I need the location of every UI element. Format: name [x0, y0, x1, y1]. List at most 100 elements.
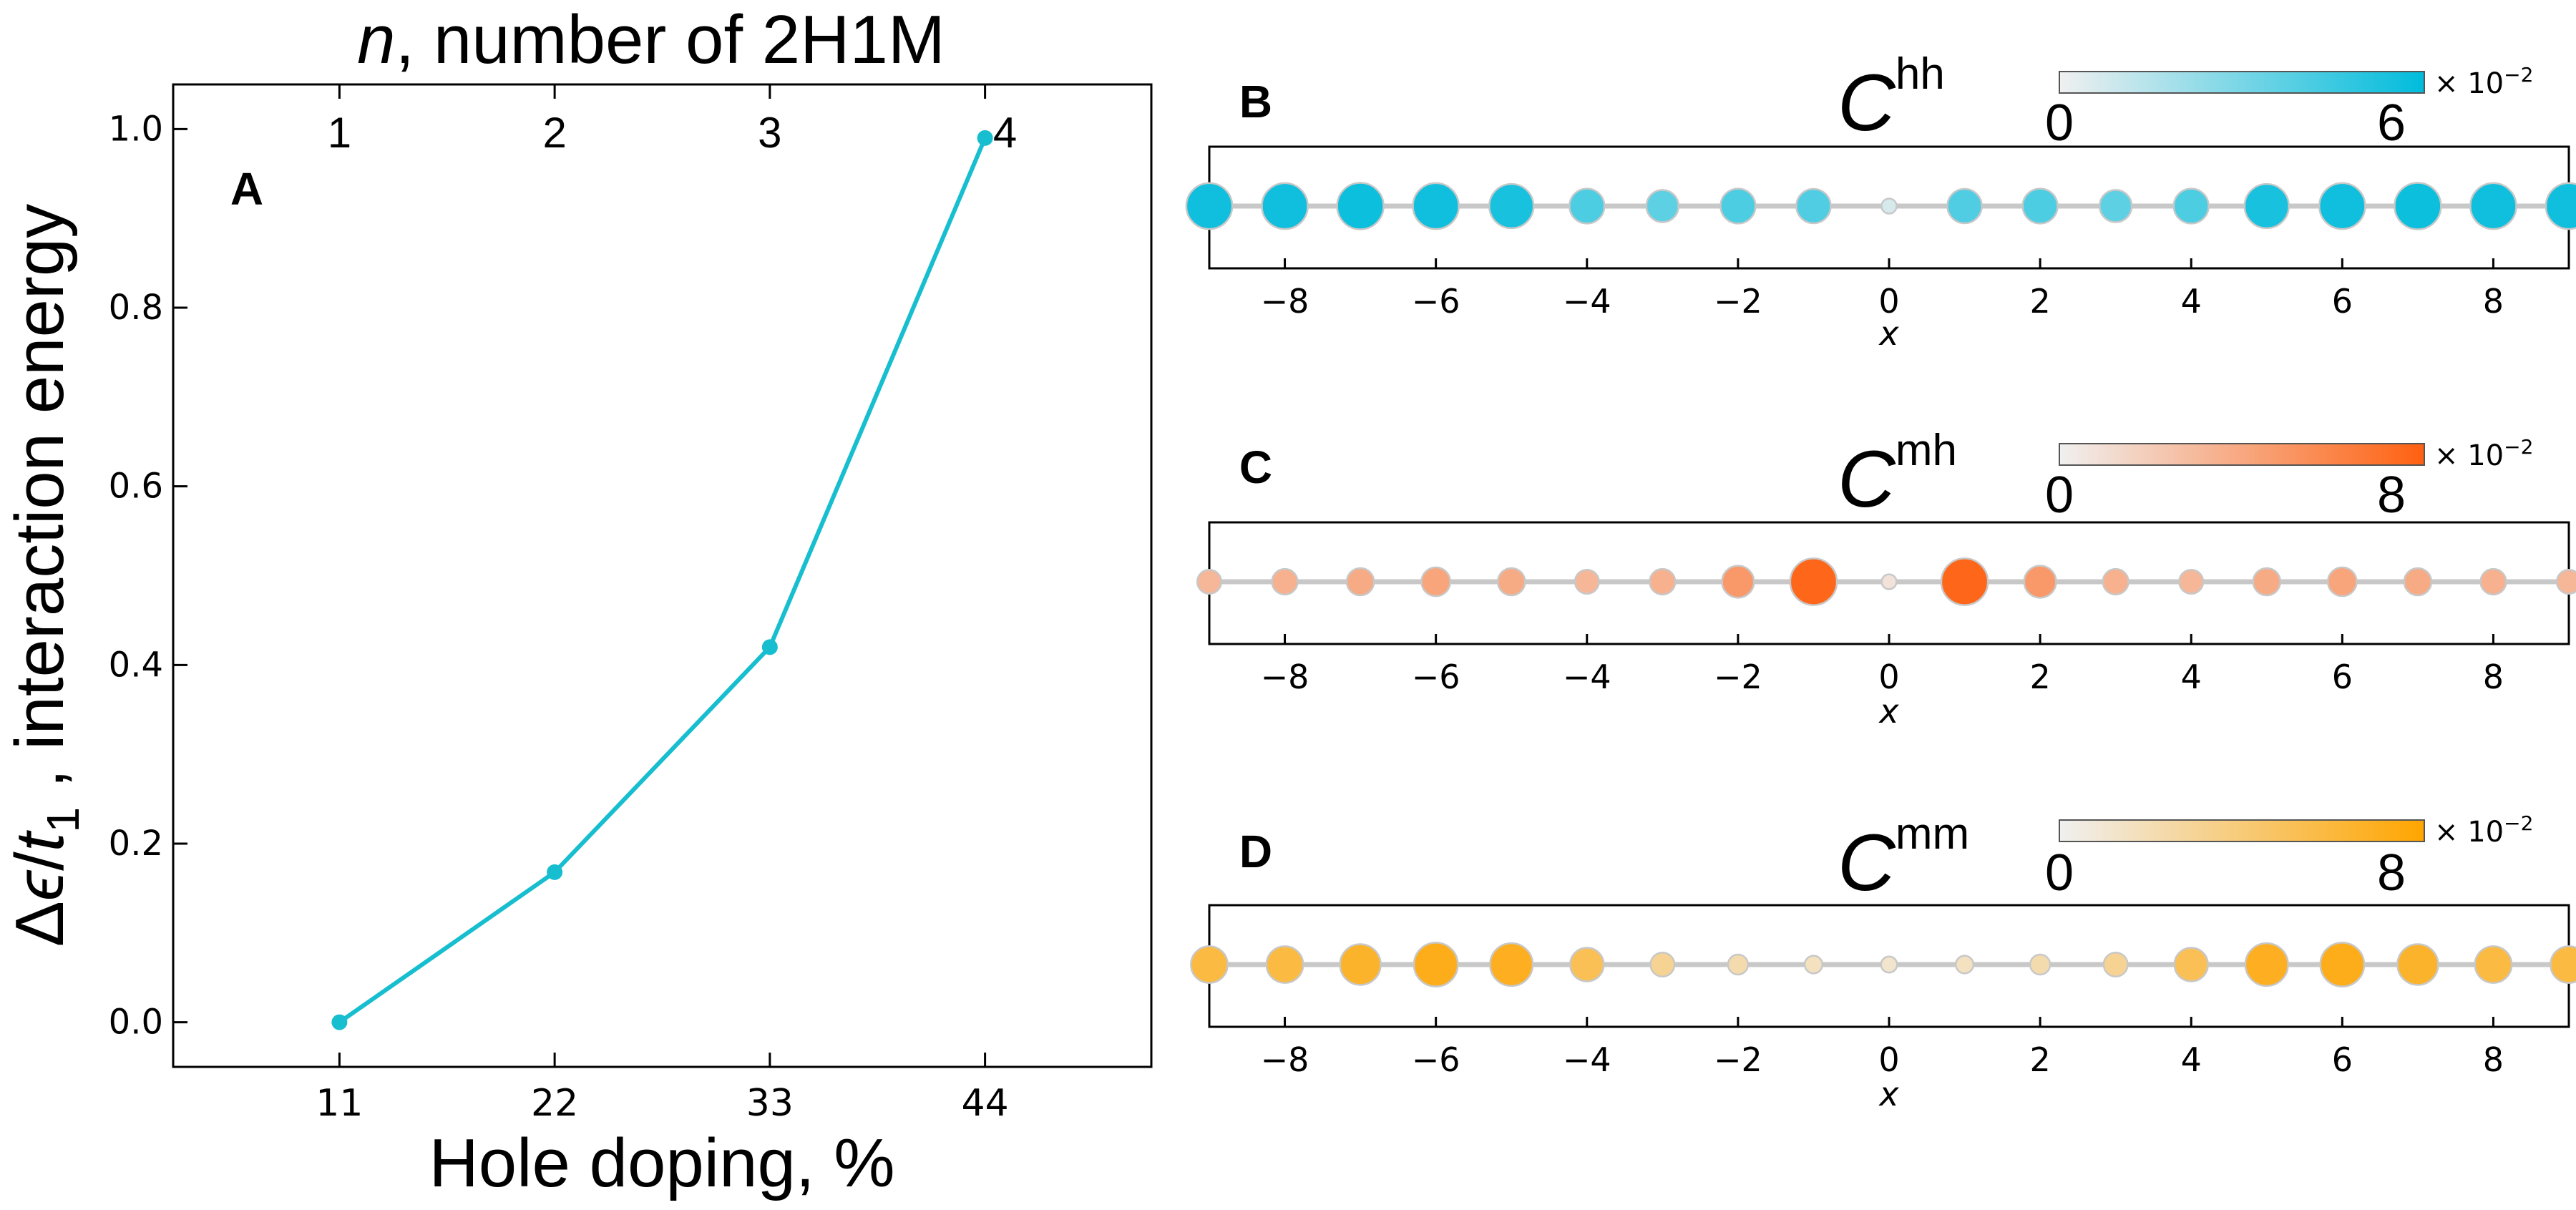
x-tick-label: 6: [2332, 1040, 2353, 1079]
site-point: [2102, 567, 2129, 596]
site-point: [1727, 953, 1750, 976]
panel-b-title-main: C: [1838, 58, 1896, 147]
y-tick-label: 1.0: [109, 109, 163, 149]
x-tick-label: 8: [2483, 282, 2504, 321]
site-point: [1261, 182, 1309, 230]
y-tick-label: 0.4: [109, 645, 163, 685]
site-point: [1345, 567, 1375, 597]
panel-c: C Cmh 0 8 × 10−2 −8 −6 −4 −2 0 2 4 6 8 x: [1196, 426, 2576, 731]
colorbar-c-min: 0: [2045, 467, 2074, 524]
site-point: [1568, 187, 1606, 225]
x-axis-label-c: x: [1878, 692, 1899, 731]
x-tick-labels-b: −8 −6 −4 −2 0 2 4 6 8: [1261, 282, 2504, 321]
site-point: [2396, 943, 2439, 986]
panel-b: B Chh 0 6 × 10−2 −8 −6 −4 −2 0 2 4 6 8 x: [1185, 49, 2576, 353]
x-tick-label: −2: [1714, 1040, 1762, 1079]
x-tick-label: −8: [1261, 658, 1309, 696]
x-tick-label: 2: [2029, 282, 2050, 321]
site-point: [1649, 567, 1677, 596]
colorbar-c-max: 8: [2377, 467, 2406, 524]
x-tick-label: 33: [746, 1082, 794, 1125]
panel-c-title-main: C: [1838, 434, 1896, 524]
site-point: [2469, 182, 2517, 230]
site-point: [1721, 565, 1755, 599]
site-point: [2021, 187, 2059, 225]
x-tick-label: −4: [1563, 1040, 1611, 1079]
site-point: [2403, 567, 2433, 597]
site-point: [1336, 182, 1385, 230]
y-label-epsilon: ϵ: [1, 869, 78, 901]
colorbar-c-exp-base: × 10: [2434, 439, 2504, 472]
x-ticks-b: [1284, 258, 2494, 268]
x-tick-label: −4: [1563, 282, 1611, 321]
colorbar-d-exp-sup: −2: [2504, 811, 2533, 835]
panel-b-title: Chh: [1838, 49, 1945, 147]
site-point: [1196, 568, 1223, 595]
data-point: [331, 1014, 348, 1030]
site-point: [2243, 182, 2290, 230]
site-point: [1649, 951, 1676, 978]
site-point: [1190, 945, 1229, 984]
x-tick-label: 22: [531, 1082, 578, 1125]
x-tick-label: 0: [1878, 658, 1899, 696]
site-point: [2178, 568, 2205, 595]
x-tick-label: 0: [1878, 1040, 1899, 1079]
y-ticks: [173, 127, 187, 1024]
x-tick-label: 4: [2181, 658, 2202, 696]
site-point: [1954, 955, 1975, 975]
y-label-rest: , interaction energy: [1, 204, 78, 807]
colorbar-b-max: 6: [2377, 94, 2406, 152]
colorbar-c: [2059, 443, 2425, 466]
site-point: [1488, 182, 1535, 230]
top-axis-title-variable: n: [357, 1, 395, 78]
panel-c-title-sup: mh: [1896, 426, 1957, 475]
site-point: [1789, 557, 1838, 606]
colorbar-c-exponent: × 10−2: [2434, 435, 2533, 472]
top-tick-labels: 1 2 3 4: [328, 109, 1018, 157]
data-point: [761, 639, 778, 655]
x-tick-label: −6: [1412, 282, 1460, 321]
site-point: [1880, 955, 1898, 974]
site-points-b: [1185, 182, 2576, 230]
site-point: [2318, 182, 2366, 230]
site-point: [2394, 182, 2442, 230]
panel-d-title-main: C: [1838, 818, 1896, 907]
y-tick-labels: 0.0 0.2 0.4 0.6 0.8 1.0: [109, 109, 163, 1042]
x-tick-labels-d: −8 −6 −4 −2 0 2 4 6 8: [1261, 1040, 2504, 1079]
site-point: [1496, 567, 1526, 597]
y-tick-label: 0.8: [109, 288, 163, 328]
top-tick-label: 2: [542, 109, 566, 157]
colorbar-d: [2059, 819, 2425, 842]
site-point: [1413, 942, 1459, 987]
site-point: [2555, 568, 2576, 595]
panel-a-frame: [172, 83, 1153, 1068]
panel-d-title: Cmm: [1838, 809, 1969, 907]
x-tick-labels: 11 22 33 44: [316, 1082, 1008, 1125]
colorbar-b-exponent: × 10−2: [2434, 63, 2533, 100]
x-tick-label: −8: [1261, 1040, 1309, 1079]
site-point: [2029, 953, 2051, 976]
site-point: [1569, 947, 1605, 982]
panel-d: D Cmm 0 8 × 10−2 −8 −6 −4 −2 0 2 4 6 8 x: [1190, 809, 2576, 1113]
panel-d-letter: D: [1239, 826, 1272, 877]
site-point: [2252, 567, 2282, 597]
x-tick-label: 2: [2029, 1040, 2050, 1079]
colorbar-d-exp-base: × 10: [2434, 816, 2504, 849]
site-point: [2244, 942, 2289, 987]
site-point: [2102, 951, 2129, 978]
y-label-slash: /: [1, 852, 78, 871]
site-points-c: [1196, 557, 2576, 606]
panel-b-title-sup: hh: [1896, 49, 1945, 99]
site-point: [2550, 945, 2576, 984]
x-tick-label: −6: [1412, 1040, 1460, 1079]
x-ticks: [338, 84, 987, 1067]
site-point: [1339, 943, 1382, 986]
colorbar-b-min: 0: [2045, 94, 2074, 152]
colorbar-c-exp-sup: −2: [2504, 435, 2533, 459]
site-point: [1645, 189, 1680, 223]
x-tick-label: −8: [1261, 282, 1309, 321]
site-point: [2172, 187, 2210, 225]
panel-b-letter: B: [1239, 76, 1272, 127]
x-tick-label: −6: [1412, 658, 1460, 696]
x-ticks-c: [1284, 634, 2494, 644]
